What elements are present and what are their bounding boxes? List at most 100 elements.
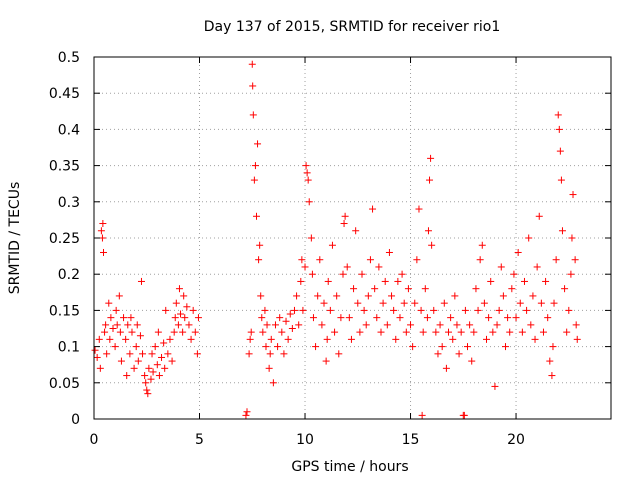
data-point	[523, 306, 531, 314]
data-point	[449, 335, 457, 343]
data-point	[180, 292, 188, 300]
data-point	[555, 125, 563, 133]
data-point	[514, 248, 522, 256]
data-point	[242, 411, 250, 419]
data-point	[99, 220, 107, 228]
data-point	[428, 241, 436, 249]
data-point	[290, 306, 298, 314]
data-point	[164, 350, 172, 358]
data-point	[143, 386, 151, 394]
y-tick-label: 0.2	[58, 267, 80, 283]
data-point	[183, 303, 191, 311]
data-point	[105, 299, 113, 307]
data-point	[307, 234, 315, 242]
x-tick-label: 15	[402, 432, 420, 448]
x-axis-label: GPS time / hours	[291, 459, 408, 475]
data-point	[510, 270, 518, 278]
data-point	[455, 350, 463, 358]
data-point	[535, 212, 543, 220]
data-point	[322, 357, 330, 365]
data-point	[345, 314, 353, 322]
data-point	[187, 335, 195, 343]
data-point	[284, 335, 292, 343]
y-tick-label: 0.15	[49, 303, 80, 319]
data-point	[128, 328, 136, 336]
data-point	[556, 147, 564, 155]
data-point	[274, 343, 282, 351]
data-point	[418, 411, 426, 419]
data-point	[529, 292, 537, 300]
data-point	[249, 82, 257, 90]
data-point	[276, 314, 284, 322]
data-point	[280, 350, 288, 358]
data-point	[352, 227, 360, 235]
data-point	[254, 140, 262, 148]
data-point	[130, 364, 138, 372]
data-point	[153, 361, 161, 369]
x-tick-label: 0	[90, 432, 99, 448]
data-point	[442, 364, 450, 372]
data-point	[91, 346, 99, 354]
y-tick-label: 0.1	[58, 340, 80, 356]
data-point	[457, 328, 465, 336]
data-point	[518, 328, 526, 336]
data-point	[189, 306, 197, 314]
data-point	[561, 285, 569, 293]
data-point	[168, 357, 176, 365]
data-point	[258, 314, 266, 322]
data-point	[512, 314, 520, 322]
data-point	[162, 306, 170, 314]
data-point	[174, 321, 182, 329]
data-point	[179, 328, 187, 336]
data-point	[124, 321, 132, 329]
data-point	[248, 60, 256, 68]
data-point	[115, 292, 123, 300]
data-point	[166, 335, 174, 343]
data-point	[398, 270, 406, 278]
data-point	[495, 306, 503, 314]
y-tick-label: 0.45	[49, 86, 80, 102]
data-point	[303, 169, 311, 177]
data-point	[269, 379, 277, 387]
data-point	[170, 328, 178, 336]
data-point	[371, 285, 379, 293]
data-point	[568, 234, 576, 242]
data-point	[466, 321, 474, 329]
data-point	[388, 292, 396, 300]
data-point	[267, 335, 275, 343]
data-point	[489, 328, 497, 336]
data-point	[472, 285, 480, 293]
data-point	[549, 343, 557, 351]
data-point	[567, 270, 575, 278]
y-tick-label: 0.05	[49, 376, 80, 392]
data-point	[132, 343, 140, 351]
data-point	[451, 292, 459, 300]
y-tick-label: 0.25	[49, 231, 80, 247]
data-point	[468, 357, 476, 365]
data-point	[501, 343, 509, 351]
data-point	[299, 306, 307, 314]
data-point	[120, 314, 128, 322]
data-point	[461, 306, 469, 314]
data-point	[145, 364, 153, 372]
data-point	[343, 263, 351, 271]
x-tick-label: 20	[507, 432, 525, 448]
data-point	[298, 256, 306, 264]
data-point	[558, 227, 566, 235]
y-tick-label: 0	[71, 412, 80, 428]
data-point	[550, 299, 558, 307]
data-point	[161, 364, 169, 372]
data-point	[328, 241, 336, 249]
data-point	[375, 263, 383, 271]
data-point	[546, 357, 554, 365]
data-point	[304, 176, 312, 184]
data-point	[445, 328, 453, 336]
data-point	[193, 350, 201, 358]
data-point	[249, 111, 257, 119]
data-point	[339, 270, 347, 278]
data-point	[259, 328, 267, 336]
data-point	[331, 328, 339, 336]
data-point	[144, 390, 152, 398]
data-point	[373, 314, 381, 322]
data-point	[474, 306, 482, 314]
